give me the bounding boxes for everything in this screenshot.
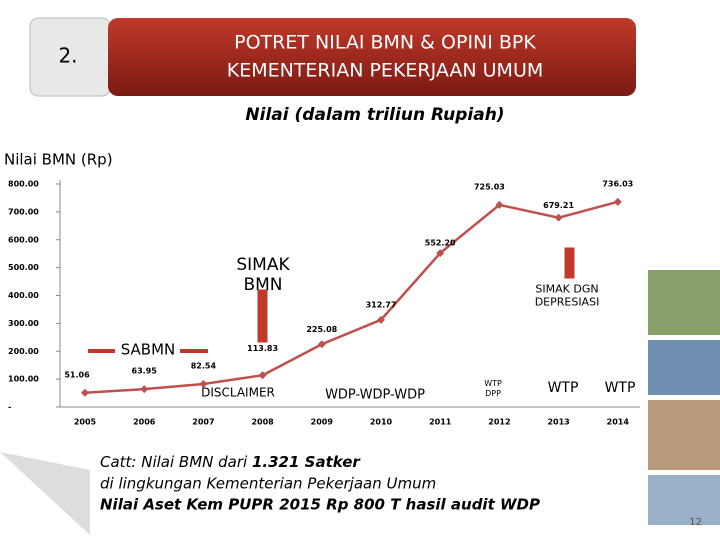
- annotation: WDP-WDP-WDP: [325, 388, 425, 403]
- annotation: SIMAK DGN DEPRESIASI: [535, 282, 600, 308]
- data-point: [495, 200, 504, 209]
- x-tick-label: 2007: [192, 418, 214, 427]
- y-tick-label: 500.00: [8, 263, 39, 272]
- chart-subtitle: Nilai (dalam triliun Rupiah): [245, 105, 504, 125]
- data-point: [199, 379, 208, 388]
- data-label: 312.77: [366, 300, 397, 309]
- footnote-text: Catt: Nilai BMN dari: [100, 453, 252, 471]
- data-label: 736.03: [602, 179, 633, 188]
- data-label: 679.21: [543, 201, 574, 210]
- photos: [648, 270, 720, 525]
- data-label: 552.20: [425, 239, 456, 248]
- footnote: Catt: Nilai BMN dari 1.321 Satker: [100, 453, 361, 471]
- x-tick-label: 2012: [488, 418, 510, 427]
- data-point: [377, 315, 385, 324]
- annotation: WTP: [605, 380, 636, 396]
- x-tick-label: 2008: [251, 418, 274, 427]
- slide-number: 2.: [58, 44, 77, 68]
- x-tick-label: 2011: [429, 418, 452, 427]
- page-number: 12: [689, 517, 702, 528]
- annotation: DISCLAIMER: [201, 386, 275, 400]
- data-point: [140, 385, 149, 394]
- data-label: 51.06: [64, 370, 90, 379]
- data-point: [317, 340, 326, 349]
- data-label: 113.83: [247, 344, 278, 353]
- data-line: [84, 200, 619, 395]
- x-tick-label: 2013: [547, 418, 569, 427]
- y-axis-label: Nilai BMN (Rp): [4, 151, 113, 169]
- corner-decor: [0, 452, 90, 535]
- title-line: KEMENTERIAN PEKERJAAN UMUM: [227, 60, 544, 82]
- annotation: WTP DPP: [484, 379, 502, 398]
- title-line: POTRET NILAI BMN & OPINI BPK: [234, 32, 536, 54]
- y-tick-label: 200.00: [8, 347, 39, 356]
- annotation: SABMN: [121, 341, 176, 359]
- x-tick-label: 2009: [311, 418, 334, 427]
- y-tick-label: 300.00: [8, 319, 39, 328]
- x-tick-label: 2010: [370, 418, 393, 427]
- data-point: [258, 371, 267, 380]
- annotation-markers: [88, 247, 575, 353]
- y-tick-label: 700.00: [8, 207, 39, 216]
- data-label: 725.03: [474, 182, 505, 191]
- footnote-bold: 1.321 Satker: [252, 453, 361, 471]
- y-tick-label: 100.00: [8, 375, 39, 384]
- footnote: Nilai Aset Kem PUPR 2015 Rp 800 T hasil …: [100, 496, 540, 514]
- x-tick-label: 2006: [133, 418, 156, 427]
- data-point: [436, 249, 445, 258]
- data-point: [554, 213, 563, 222]
- data-label: 82.54: [191, 361, 217, 370]
- footnote: di lingkungan Kementerian Pekerjaan Umum: [100, 475, 436, 493]
- x-tick-label: 2014: [607, 418, 630, 427]
- data-label: 225.08: [306, 325, 337, 334]
- y-tick-label: 600.00: [8, 235, 39, 244]
- annotation: SIMAK BMN: [236, 255, 290, 295]
- title-box: [108, 18, 636, 96]
- data-label: 63.95: [132, 367, 158, 376]
- data-point: [81, 388, 89, 397]
- annotation: WTP: [548, 380, 579, 396]
- y-tick-label: 400.00: [8, 291, 39, 300]
- data-point: [613, 197, 622, 206]
- y-tick-label: 800.00: [8, 180, 39, 189]
- x-tick-label: 2005: [74, 418, 97, 427]
- y-tick-label: -: [8, 403, 11, 412]
